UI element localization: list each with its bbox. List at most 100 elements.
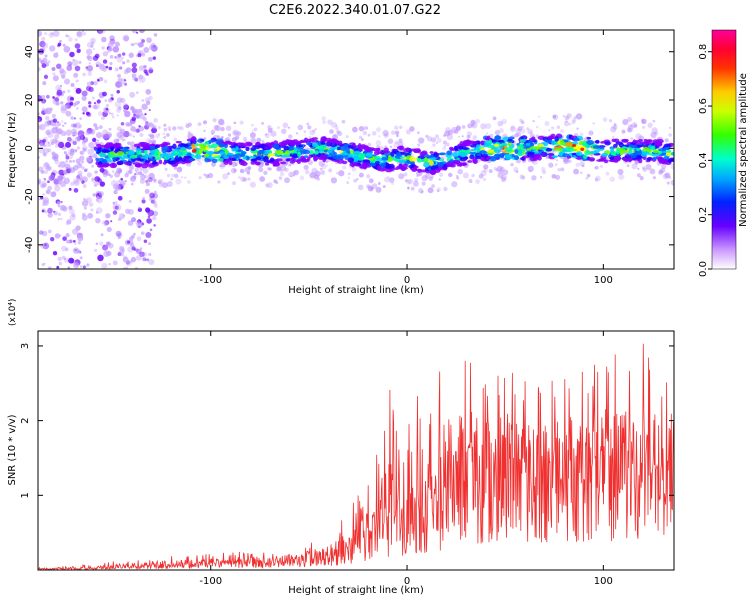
noise-blob [119,82,124,88]
halo-blob [125,122,130,127]
ridge-blob [340,145,348,151]
noise-blob [74,101,79,106]
noise-blob [38,118,41,123]
ridge-blob [329,142,337,148]
halo-blob [594,166,597,169]
halo-blob [91,177,98,184]
noise-blob [95,61,102,68]
halo-blob [38,166,44,172]
noise-blob [134,167,140,173]
noise-blob [97,196,100,199]
ridge-blob [299,148,308,154]
halo-blob [668,133,672,137]
halo-blob [163,127,167,132]
ridge-blob [99,152,107,158]
noise-blob [43,74,49,80]
halo-blob [293,169,300,176]
noise-blob [139,247,143,250]
noise-blob [139,30,145,34]
ridge-blob [159,153,164,158]
ridge-blob [505,153,511,159]
ridge-blob [632,140,638,144]
halo-blob [157,178,164,185]
halo-blob [532,120,535,123]
halo-blob [103,170,107,174]
ridge-blob [142,144,151,150]
halo-blob [47,131,54,139]
halo-blob [78,177,82,180]
halo-blob [227,172,230,176]
noise-blob [52,75,59,82]
noise-blob [38,198,41,201]
noise-blob [150,198,157,205]
noise-blob [95,211,99,214]
noise-blob [98,191,105,197]
halo-blob [636,173,641,178]
noise-blob [128,236,134,241]
halo-blob [554,163,558,166]
noise-blob [117,73,121,78]
noise-blob [39,123,46,131]
halo-blob [544,121,550,127]
halo-blob [284,177,290,184]
noise-blob [110,93,114,97]
noise-blob [59,180,67,188]
halo-blob [68,159,72,163]
ridge-blob [280,154,288,158]
halo-blob [566,113,572,119]
noise-blob [123,138,126,142]
ridge-blob [604,141,611,146]
ridge-blob [274,150,281,154]
noise-blob [92,137,97,143]
halo-blob [562,114,565,118]
noise-blob [133,248,137,252]
halo-blob [54,133,60,140]
halo-blob [103,133,110,140]
halo-blob [38,179,41,185]
noise-blob [108,173,111,176]
halo-blob [382,129,389,137]
ridge-blob [314,150,319,155]
halo-blob [471,124,475,127]
halo-blob [168,128,171,132]
noise-blob [148,252,152,257]
noise-blob [99,241,104,246]
ridge-blob [376,158,383,162]
halo-blob [613,123,617,126]
ridge-blob [497,139,505,143]
noise-blob [140,231,145,236]
halo-blob [592,122,596,125]
ridge-blob [101,158,108,164]
noise-blob [44,120,51,127]
halo-blob [375,140,382,146]
noise-blob [66,239,70,244]
noise-blob [131,217,137,223]
halo-blob [210,129,216,135]
noise-blob [148,122,154,127]
ridge-blob [173,150,179,155]
x-tick-label: 100 [594,275,613,286]
noise-blob [138,74,144,80]
halo-blob [173,173,179,179]
ridge-blob [280,161,287,165]
ridge-blob [228,160,233,166]
halo-blob [599,164,603,168]
halo-blob [654,131,659,136]
ridge-blob [211,153,219,157]
halo-blob [617,168,624,175]
noise-blob [148,109,151,112]
halo-blob [579,132,584,137]
noise-blob [144,113,147,116]
ridge-blob [167,160,176,165]
noise-blob [107,242,114,249]
ridge-blob [551,155,559,158]
halo-blob [203,137,207,140]
noise-blob [98,30,106,34]
halo-blob [564,115,570,121]
halo-blob [151,124,157,130]
halo-blob [102,133,108,140]
halo-blob [251,123,254,127]
halo-blob [626,164,630,167]
halo-blob [112,183,120,190]
halo-blob [124,173,129,178]
